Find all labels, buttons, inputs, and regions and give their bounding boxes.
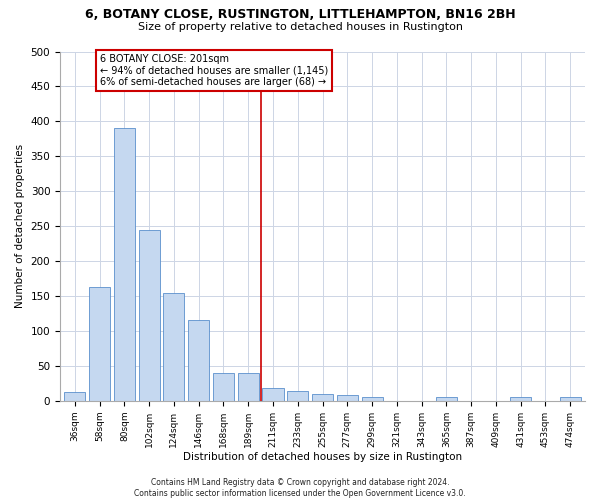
Text: 6, BOTANY CLOSE, RUSTINGTON, LITTLEHAMPTON, BN16 2BH: 6, BOTANY CLOSE, RUSTINGTON, LITTLEHAMPT… bbox=[85, 8, 515, 20]
Text: Contains HM Land Registry data © Crown copyright and database right 2024.
Contai: Contains HM Land Registry data © Crown c… bbox=[134, 478, 466, 498]
Bar bbox=[362, 396, 383, 401]
Bar bbox=[560, 398, 581, 401]
Bar bbox=[262, 388, 284, 401]
Bar bbox=[238, 373, 259, 401]
Bar bbox=[139, 230, 160, 401]
Bar bbox=[188, 320, 209, 401]
Text: Size of property relative to detached houses in Rustington: Size of property relative to detached ho… bbox=[137, 22, 463, 32]
Bar bbox=[337, 396, 358, 401]
Bar bbox=[436, 398, 457, 401]
Y-axis label: Number of detached properties: Number of detached properties bbox=[15, 144, 25, 308]
Text: 6 BOTANY CLOSE: 201sqm
← 94% of detached houses are smaller (1,145)
6% of semi-d: 6 BOTANY CLOSE: 201sqm ← 94% of detached… bbox=[100, 54, 328, 87]
Bar bbox=[287, 391, 308, 401]
Bar bbox=[163, 292, 184, 401]
X-axis label: Distribution of detached houses by size in Rustington: Distribution of detached houses by size … bbox=[183, 452, 462, 462]
Bar bbox=[64, 392, 85, 401]
Bar bbox=[213, 373, 234, 401]
Bar bbox=[89, 287, 110, 401]
Bar bbox=[510, 398, 531, 401]
Bar bbox=[312, 394, 333, 401]
Bar bbox=[114, 128, 135, 401]
